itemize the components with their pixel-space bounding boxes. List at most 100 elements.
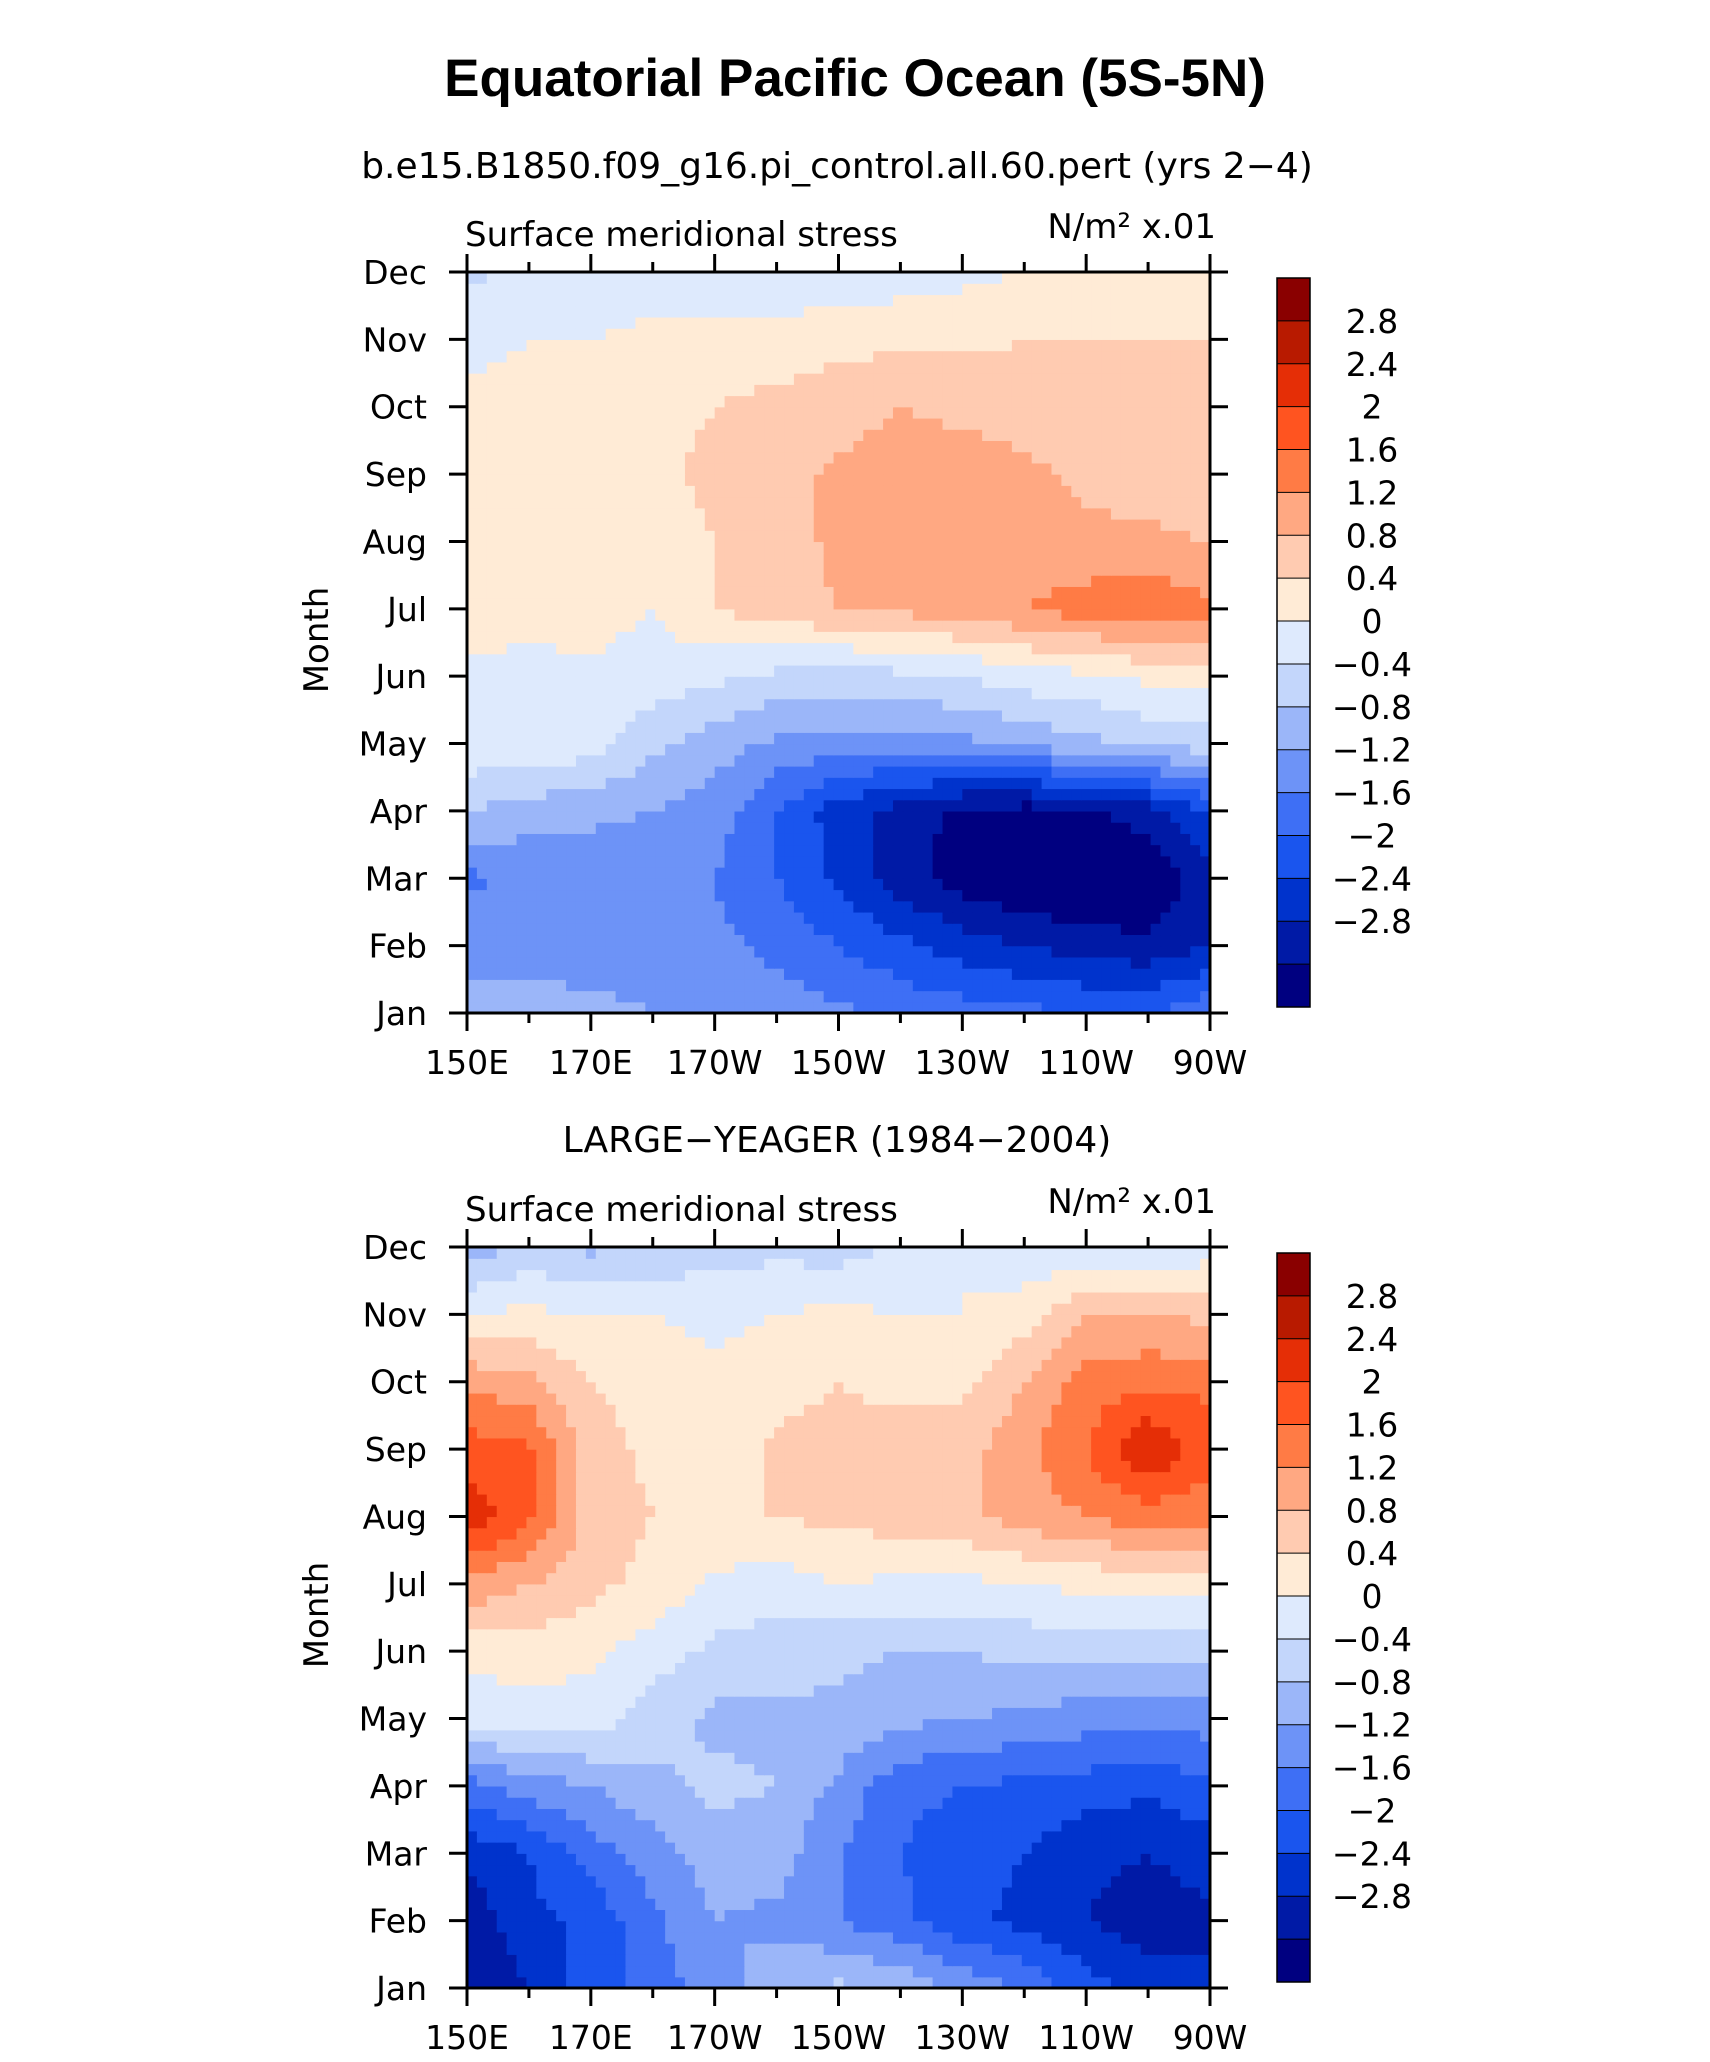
heatmap-cell: [1081, 328, 1092, 340]
heatmap-cell: [675, 810, 686, 823]
heatmap-cell: [1021, 911, 1033, 924]
heatmap-cell: [1061, 878, 1072, 891]
heatmap-cell: [1200, 810, 1211, 823]
heatmap-cell: [625, 417, 637, 430]
heatmap-cell: [754, 395, 765, 408]
heatmap-cell: [1021, 923, 1033, 936]
heatmap-cell: [843, 283, 854, 296]
heatmap-cell: [714, 664, 726, 677]
heatmap-cell: [496, 855, 508, 868]
heatmap-cell: [1051, 810, 1062, 823]
heatmap-cell: [1130, 395, 1142, 408]
heatmap-cell: [892, 1001, 904, 1014]
heatmap-cell: [873, 507, 884, 520]
heatmap-cell: [556, 339, 567, 352]
heatmap-cell: [744, 305, 755, 318]
heatmap-cell: [982, 631, 993, 644]
heatmap-cell: [536, 474, 547, 486]
heatmap-cell: [506, 429, 518, 442]
heatmap-cell: [952, 698, 963, 711]
heatmap-cell: [1081, 990, 1092, 1003]
heatmap-cell: [1101, 687, 1112, 700]
heatmap-cell: [486, 373, 498, 385]
heatmap-cell: [1110, 956, 1122, 969]
heatmap-cell: [566, 440, 577, 453]
heatmap-cell: [833, 530, 845, 543]
heatmap-cell: [843, 361, 854, 374]
heatmap-cell: [982, 698, 993, 711]
heatmap-cell: [744, 833, 755, 846]
heatmap-cell: [912, 485, 924, 498]
heatmap-cell: [843, 709, 854, 722]
heatmap-cell: [1160, 541, 1171, 554]
heatmap-cell: [1190, 676, 1201, 689]
heatmap-cell: [1091, 799, 1102, 812]
heatmap-cell: [684, 732, 696, 745]
heatmap-cell: [873, 766, 884, 778]
heatmap-cell: [823, 328, 835, 340]
heatmap-cell: [1041, 698, 1053, 711]
heatmap-cell: [714, 620, 726, 632]
heatmap-cell: [1180, 586, 1191, 599]
heatmap-cell: [962, 272, 973, 284]
heatmap-cell: [1061, 519, 1072, 531]
heatmap-cell: [1190, 721, 1201, 733]
heatmap-cell: [734, 698, 745, 711]
heatmap-cell: [992, 956, 1003, 969]
heatmap-cell: [784, 687, 795, 700]
heatmap-cell: [675, 608, 686, 621]
heatmap-cell: [1140, 799, 1152, 812]
heatmap-cell: [486, 889, 498, 902]
heatmap-cell: [1130, 361, 1142, 374]
heatmap-cell: [1021, 586, 1033, 599]
heatmap-cell: [873, 485, 884, 498]
heatmap-cell: [1160, 328, 1171, 340]
heatmap-cell: [724, 664, 736, 677]
heatmap-cell: [843, 328, 854, 340]
heatmap-cell: [645, 968, 656, 980]
heatmap-cell: [1140, 507, 1152, 520]
heatmap-cell: [982, 900, 993, 913]
heatmap-cell: [912, 552, 924, 565]
heatmap-cell: [675, 979, 686, 992]
heatmap-cell: [665, 283, 676, 296]
heatmap-cell: [952, 384, 963, 397]
heatmap-cell: [605, 642, 617, 655]
heatmap-cell: [1101, 642, 1112, 655]
heatmap-cell: [1051, 743, 1062, 756]
heatmap-cell: [526, 1001, 537, 1014]
heatmap-cell: [764, 575, 775, 587]
heatmap-cell: [684, 968, 696, 980]
heatmap-cell: [516, 900, 528, 913]
heatmap-cell: [1200, 777, 1211, 790]
heatmap-cell: [665, 395, 676, 408]
heatmap-cell: [556, 620, 567, 632]
heatmap-cell: [1051, 968, 1062, 980]
heatmap-cell: [724, 563, 736, 576]
heatmap-cell: [1011, 530, 1023, 543]
heatmap-cell: [912, 721, 924, 733]
heatmap-cell: [556, 799, 567, 812]
heatmap-cell: [615, 417, 627, 430]
heatmap-cell: [892, 631, 904, 644]
heatmap-cell: [1150, 788, 1162, 801]
heatmap-cell: [1170, 451, 1181, 464]
heatmap-cell: [1051, 900, 1062, 913]
heatmap-cell: [754, 956, 765, 969]
heatmap-cell: [754, 406, 765, 419]
heatmap-cell: [813, 721, 825, 733]
heatmap-cell: [635, 474, 646, 486]
heatmap-cell: [1081, 923, 1092, 936]
heatmap-cell: [506, 664, 518, 677]
heatmap-cell: [625, 709, 637, 722]
heatmap-cell: [1190, 766, 1201, 778]
heatmap-cell: [635, 833, 646, 846]
heatmap-cell: [1071, 833, 1082, 846]
heatmap-cell: [546, 844, 557, 857]
heatmap-cell: [1041, 462, 1053, 475]
heatmap-cell: [823, 417, 835, 430]
heatmap-cell: [982, 878, 993, 891]
heatmap-cell: [942, 956, 954, 969]
heatmap-cell: [1170, 361, 1181, 374]
heatmap-cell: [1180, 541, 1191, 554]
